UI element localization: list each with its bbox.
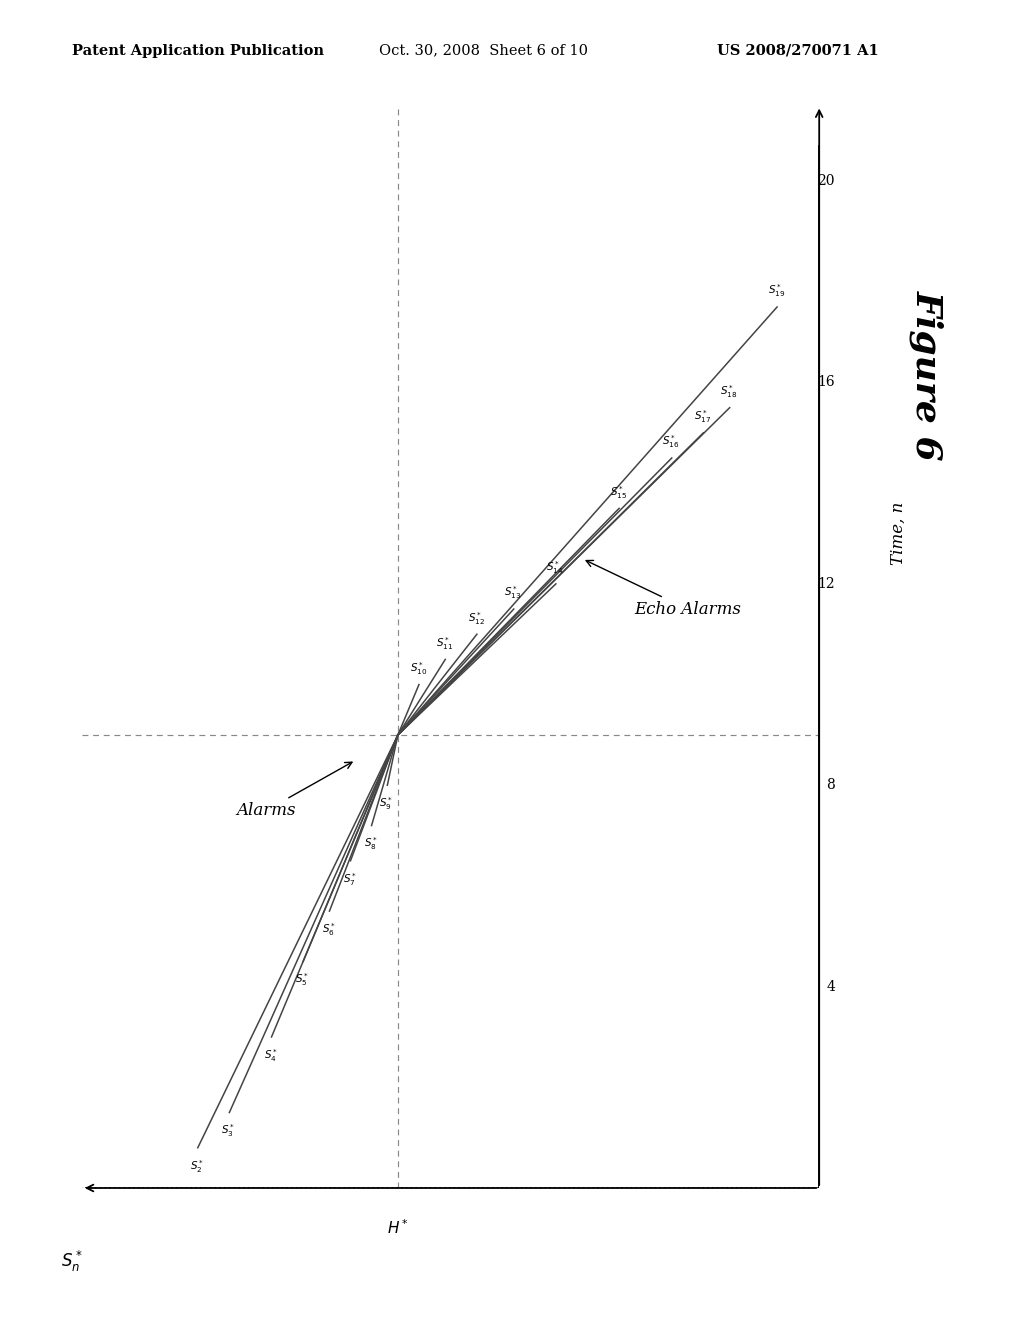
- Text: $S_4^*$: $S_4^*$: [263, 1047, 278, 1064]
- Text: $S_3^*$: $S_3^*$: [221, 1122, 236, 1139]
- Text: 4: 4: [826, 979, 835, 994]
- Text: $S_2^*$: $S_2^*$: [189, 1158, 204, 1175]
- Text: $S_{14}^*$: $S_{14}^*$: [547, 560, 564, 577]
- Text: $S_{12}^*$: $S_{12}^*$: [468, 610, 484, 627]
- Text: $S_{19}^*$: $S_{19}^*$: [768, 282, 785, 300]
- Text: Time, n: Time, n: [890, 502, 906, 565]
- Text: $S_7^*$: $S_7^*$: [343, 871, 356, 887]
- Text: $S_{11}^*$: $S_{11}^*$: [436, 635, 454, 652]
- Text: Alarms: Alarms: [237, 762, 352, 818]
- Text: $S_6^*$: $S_6^*$: [322, 921, 336, 939]
- Text: $S_9^*$: $S_9^*$: [380, 796, 393, 812]
- Text: Patent Application Publication: Patent Application Publication: [72, 44, 324, 58]
- Text: $S_{10}^*$: $S_{10}^*$: [410, 660, 427, 677]
- Text: $S_{18}^*$: $S_{18}^*$: [720, 383, 737, 400]
- Text: 16: 16: [817, 375, 835, 389]
- Text: 20: 20: [817, 174, 835, 189]
- Text: $S_{15}^*$: $S_{15}^*$: [610, 484, 627, 500]
- Text: $S_n^*$: $S_n^*$: [60, 1249, 82, 1274]
- Text: 8: 8: [826, 779, 835, 792]
- Text: $S_5^*$: $S_5^*$: [295, 972, 309, 989]
- Text: Oct. 30, 2008  Sheet 6 of 10: Oct. 30, 2008 Sheet 6 of 10: [379, 44, 588, 58]
- Text: $S_8^*$: $S_8^*$: [364, 836, 378, 853]
- Text: Figure 6: Figure 6: [909, 290, 944, 461]
- Text: $H^*$: $H^*$: [387, 1218, 410, 1237]
- Text: $S_{13}^*$: $S_{13}^*$: [505, 585, 521, 602]
- Text: US 2008/270071 A1: US 2008/270071 A1: [717, 44, 879, 58]
- Text: 12: 12: [817, 577, 835, 591]
- Text: Echo Alarms: Echo Alarms: [586, 561, 741, 618]
- Text: $S_{16}^*$: $S_{16}^*$: [663, 434, 680, 450]
- Text: $S_{17}^*$: $S_{17}^*$: [694, 408, 712, 425]
